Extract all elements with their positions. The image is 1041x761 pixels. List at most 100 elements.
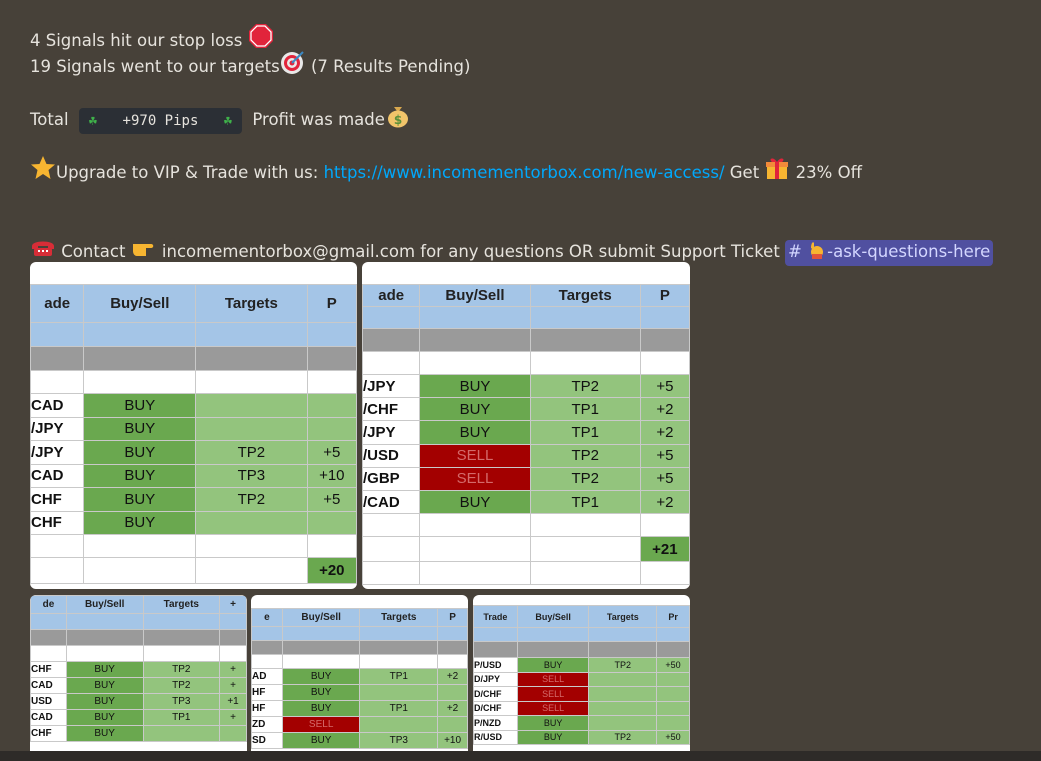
table-cell — [30, 629, 67, 646]
table-cell — [362, 561, 421, 586]
table-white-row — [30, 370, 357, 394]
pips-cell: +2 — [639, 489, 690, 515]
pips-cell — [437, 716, 468, 733]
attachment-image-2[interactable]: ade Buy/Sell Targets P/JPY BUY TP2 +5/CHF BUY TP… — [362, 262, 690, 589]
table-cell — [656, 641, 690, 658]
attachment-image-1[interactable]: ade Buy/Sell Targets P CAD BUY/JPY BUY/JPY BUY T… — [30, 262, 357, 589]
table-row: D/JPY SELL — [473, 671, 690, 687]
column-header-targets: Targets — [529, 284, 641, 307]
trade-pair-cell: USD — [30, 693, 67, 710]
table-row: CHF BUY — [30, 725, 247, 742]
table-cell — [195, 370, 308, 394]
column-header-trade: Trade — [473, 605, 518, 628]
attachment-image-4[interactable]: e Buy/Sell Targets P AD BUY TP1 +2 HF BUY HF BUY TP1… — [251, 595, 468, 761]
target-cell: TP1 — [529, 489, 641, 515]
raising-hand-icon — [807, 240, 827, 266]
table-hdr-row: ade Buy/Sell Targets P — [362, 284, 690, 307]
trade-pair-cell: /JPY — [362, 420, 421, 445]
targets-text: 19 Signals went to our targets — [30, 57, 280, 76]
table-row: /CAD BUY TP1 +2 — [362, 489, 690, 515]
direction-cell: SELL — [419, 443, 531, 468]
pips-cell: +50 — [656, 657, 690, 673]
direction-cell: BUY — [419, 373, 531, 399]
target-cell — [142, 725, 221, 742]
column-header-buy-sell: Buy/Sell — [516, 605, 590, 628]
target-cell: TP2 — [529, 443, 641, 468]
table-cell — [281, 640, 361, 655]
target-cell — [195, 416, 308, 441]
column-header-buy-sell: Buy/Sell — [419, 284, 531, 307]
table-cell — [359, 654, 439, 669]
trade-pair-cell: CHF — [30, 661, 67, 678]
table-cell — [529, 306, 641, 329]
table-white-row — [30, 534, 357, 558]
table-white-row: +20 — [30, 557, 357, 584]
table-cell — [473, 627, 518, 642]
channel-mention[interactable]: # -ask-questions-here — [785, 240, 994, 266]
table-cell — [83, 370, 197, 394]
table-cell — [362, 328, 421, 352]
star-icon — [30, 155, 56, 187]
table-cell — [281, 626, 361, 641]
column-header-trade: ade — [30, 284, 85, 323]
trade-pair-cell: D/CHF — [473, 700, 518, 716]
pips-cell — [656, 700, 690, 716]
table-cell — [419, 328, 531, 352]
table-cell — [437, 626, 468, 641]
vip-access-link[interactable]: https://www.incomementorbox.com/new-acce… — [323, 163, 725, 182]
trade-pair-cell: CAD — [30, 393, 85, 418]
trade-pair-cell: D/CHF — [473, 686, 518, 702]
table-hdr-row: Trade Buy/Sell Targets Pr — [473, 605, 690, 628]
direction-cell: SELL — [516, 700, 590, 716]
total-pips-cell: +20 — [306, 557, 357, 584]
pips-cell — [437, 684, 468, 701]
table-white-row — [362, 351, 690, 375]
table-cell — [195, 346, 308, 371]
table-cell — [419, 561, 531, 586]
table-cell — [639, 513, 690, 538]
spreadsheet-table: Trade Buy/Sell Targets Pr P/USD BUY TP2 +50 D/JP… — [473, 605, 690, 745]
table-cell — [419, 536, 531, 563]
attachment-image-3[interactable]: de Buy/Sell Targets + CHF BUY TP2 + CAD BUY TP2 + US… — [30, 595, 247, 761]
column-header-pips: P — [306, 284, 357, 323]
direction-cell: SELL — [419, 466, 531, 491]
target-cell — [588, 686, 658, 702]
column-header-pips: Pr — [656, 605, 690, 628]
target-cell — [588, 671, 658, 687]
table-cell — [30, 557, 85, 584]
message-line-total: Total ☘ +970 Pips ☘ Profit was made $ — [30, 102, 411, 134]
direction-cell: BUY — [419, 420, 531, 445]
table-blue-row — [362, 306, 690, 329]
target-cell — [359, 716, 439, 733]
table-row: /JPY BUY TP2 +5 — [362, 373, 690, 399]
table-row: CHF BUY TP2 +5 — [30, 487, 357, 512]
table-row: /JPY BUY — [30, 416, 357, 441]
table-cell — [142, 613, 221, 630]
target-cell: TP1 — [529, 420, 641, 445]
table-row: ZD SELL — [251, 716, 468, 733]
trade-pair-cell: P/USD — [473, 657, 518, 673]
target-cell — [195, 393, 308, 418]
trade-pair-cell: ZD — [251, 716, 283, 733]
target-cell: TP3 — [359, 732, 439, 749]
attachment-image-5[interactable]: Trade Buy/Sell Targets Pr P/USD BUY TP2 +50 D/JP… — [473, 595, 690, 761]
trade-pair-cell: /JPY — [30, 416, 85, 441]
table-cell — [195, 557, 308, 584]
table-row: CAD BUY TP3 +10 — [30, 463, 357, 488]
column-header-trade: ade — [362, 284, 421, 307]
table-row: HF BUY — [251, 684, 468, 701]
table-cell — [65, 613, 144, 630]
pips-cell — [219, 725, 247, 742]
table-cell — [83, 534, 197, 558]
direction-cell: BUY — [516, 729, 590, 745]
clover-icon: ☘ — [223, 112, 233, 129]
stop-loss-text: 4 Signals hit our stop loss — [30, 31, 248, 50]
gift-icon — [764, 155, 790, 187]
table-row: HF BUY TP1 +2 — [251, 700, 468, 717]
table-row: D/CHF SELL — [473, 700, 690, 716]
total-pips-cell: +21 — [639, 536, 690, 563]
target-cell: TP1 — [529, 397, 641, 422]
trade-pair-cell: /CHF — [362, 397, 421, 422]
table-row: CAD BUY TP1 + — [30, 709, 247, 726]
pips-cell — [306, 393, 357, 418]
